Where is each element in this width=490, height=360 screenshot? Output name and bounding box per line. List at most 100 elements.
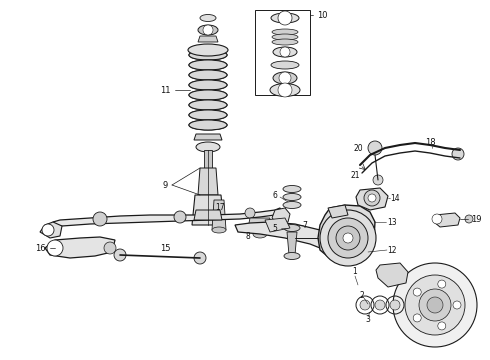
Circle shape: [114, 249, 126, 261]
Ellipse shape: [212, 227, 226, 233]
Text: 12: 12: [387, 246, 397, 255]
Ellipse shape: [272, 39, 298, 45]
Text: 14: 14: [390, 194, 400, 202]
Polygon shape: [318, 205, 375, 265]
Polygon shape: [194, 134, 222, 140]
Circle shape: [465, 215, 473, 223]
Circle shape: [438, 280, 446, 288]
Ellipse shape: [189, 80, 227, 90]
Ellipse shape: [284, 225, 300, 231]
Polygon shape: [192, 195, 224, 225]
Circle shape: [413, 314, 421, 322]
Circle shape: [360, 300, 370, 310]
Text: 3: 3: [366, 315, 370, 324]
Circle shape: [47, 240, 63, 256]
Polygon shape: [204, 150, 212, 168]
Polygon shape: [434, 213, 460, 227]
Circle shape: [278, 11, 292, 25]
Polygon shape: [287, 232, 297, 255]
Circle shape: [245, 208, 255, 218]
Text: 8: 8: [245, 231, 250, 240]
Ellipse shape: [189, 120, 227, 130]
Text: 11: 11: [160, 86, 170, 95]
Polygon shape: [53, 208, 282, 226]
Circle shape: [342, 242, 362, 262]
Circle shape: [390, 300, 400, 310]
Circle shape: [373, 175, 383, 185]
Text: 7: 7: [302, 220, 307, 230]
Ellipse shape: [189, 70, 227, 80]
Circle shape: [320, 210, 376, 266]
Polygon shape: [194, 210, 222, 220]
Text: 16: 16: [35, 243, 45, 252]
Polygon shape: [198, 36, 218, 42]
Text: 15: 15: [160, 243, 170, 252]
Ellipse shape: [272, 29, 298, 35]
Ellipse shape: [273, 47, 297, 57]
Circle shape: [279, 72, 291, 84]
Text: 6: 6: [272, 190, 277, 199]
Circle shape: [336, 226, 360, 250]
Circle shape: [427, 297, 443, 313]
Polygon shape: [235, 222, 355, 256]
Ellipse shape: [189, 110, 227, 120]
Text: 18: 18: [425, 138, 435, 147]
Text: 13: 13: [387, 217, 397, 226]
Ellipse shape: [284, 252, 300, 260]
Circle shape: [93, 212, 107, 226]
Circle shape: [280, 47, 290, 57]
Circle shape: [203, 25, 213, 35]
Circle shape: [328, 218, 368, 258]
Circle shape: [194, 252, 206, 264]
Circle shape: [347, 247, 357, 257]
Circle shape: [413, 288, 421, 296]
Text: 1: 1: [353, 267, 357, 276]
Ellipse shape: [273, 72, 297, 84]
Circle shape: [419, 289, 451, 321]
Text: 21: 21: [350, 171, 360, 180]
Ellipse shape: [189, 50, 227, 60]
Ellipse shape: [200, 14, 216, 22]
Polygon shape: [248, 218, 270, 228]
Circle shape: [438, 322, 446, 330]
Ellipse shape: [253, 230, 267, 238]
Bar: [255, 10, 310, 95]
Ellipse shape: [188, 44, 228, 56]
Circle shape: [104, 242, 116, 254]
Ellipse shape: [283, 194, 301, 201]
Polygon shape: [45, 237, 115, 258]
Ellipse shape: [189, 100, 227, 110]
Ellipse shape: [271, 61, 299, 69]
Text: 2: 2: [360, 291, 365, 300]
Circle shape: [393, 263, 477, 347]
Polygon shape: [40, 222, 62, 238]
Polygon shape: [328, 205, 348, 218]
Text: 17: 17: [215, 202, 225, 212]
Ellipse shape: [283, 202, 301, 208]
Circle shape: [343, 233, 353, 243]
Circle shape: [368, 194, 376, 202]
Polygon shape: [265, 218, 290, 232]
Circle shape: [432, 214, 442, 224]
Circle shape: [452, 148, 464, 160]
Text: 10: 10: [317, 10, 327, 19]
Circle shape: [42, 224, 54, 236]
Text: 5: 5: [272, 224, 277, 233]
Ellipse shape: [189, 90, 227, 100]
Ellipse shape: [196, 142, 220, 152]
Text: 19: 19: [471, 215, 481, 224]
Text: 9: 9: [162, 180, 168, 189]
Circle shape: [453, 301, 461, 309]
Text: 20: 20: [353, 144, 363, 153]
Circle shape: [368, 141, 382, 155]
Circle shape: [405, 275, 465, 335]
Polygon shape: [376, 263, 408, 287]
Ellipse shape: [283, 185, 301, 193]
Polygon shape: [212, 200, 226, 230]
Ellipse shape: [270, 84, 300, 96]
Circle shape: [174, 211, 186, 223]
Polygon shape: [356, 188, 388, 210]
Circle shape: [375, 300, 385, 310]
Polygon shape: [198, 168, 218, 195]
Circle shape: [364, 190, 380, 206]
